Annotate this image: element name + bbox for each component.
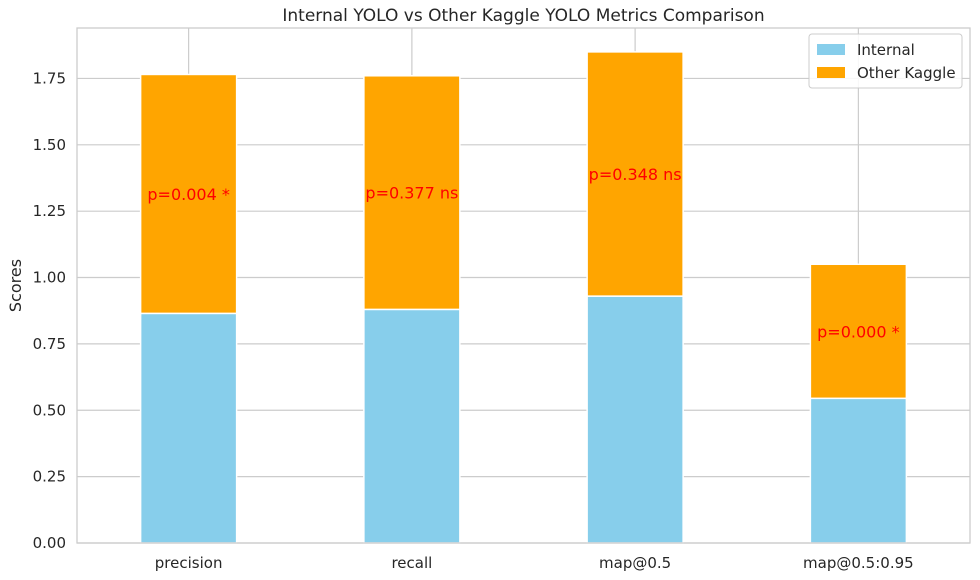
y-tick-label: 1.00 [33, 269, 66, 287]
p-value-annotation: p=0.004 * [147, 185, 229, 204]
p-value-annotation: p=0.000 * [817, 322, 899, 341]
legend-label: Other Kaggle [857, 64, 956, 82]
y-tick-label: 0.50 [33, 401, 66, 419]
bar-internal [363, 308, 461, 544]
legend: Internal Other Kaggle [808, 33, 963, 89]
p-value-annotation: p=0.377 ns [365, 184, 458, 203]
x-tick-label: precision [155, 554, 223, 572]
x-tick-label: recall [391, 554, 432, 572]
legend-swatch [817, 67, 845, 78]
legend-swatch [817, 44, 845, 55]
p-value-annotation: p=0.348 ns [589, 165, 682, 184]
y-axis-label: Scores [6, 259, 25, 312]
y-tick-label: 1.75 [33, 69, 66, 87]
bar-internal [809, 397, 908, 544]
x-tick-label: map@0.5:0.95 [803, 554, 914, 572]
y-tick-label: 1.25 [33, 202, 66, 220]
plot-frame [76, 27, 971, 544]
bar-other-kaggle [139, 73, 238, 315]
y-tick-label: 0.25 [33, 468, 66, 486]
x-tick-labels: precision recall map@0.5 map@0.5:0.95 [155, 554, 914, 572]
x-tick-label: map@0.5 [599, 554, 671, 572]
legend-box [808, 33, 963, 89]
bar-other-kaggle [809, 263, 908, 400]
legend-label: Internal [857, 41, 915, 59]
bar-internal [586, 295, 684, 544]
bar-other-kaggle [586, 51, 684, 297]
y-tick-label: 0.75 [33, 335, 66, 353]
annotations: p=0.004 * p=0.377 ns p=0.348 ns p=0.000 * [147, 165, 899, 341]
bar-other-kaggle [363, 75, 461, 311]
bar-internal [139, 312, 238, 544]
y-tick-labels: 0.00 0.25 0.50 0.75 1.00 1.25 1.50 1.75 [33, 69, 66, 552]
bars [139, 51, 908, 544]
y-tick-label: 1.50 [33, 136, 66, 154]
y-tick-label: 0.00 [33, 534, 66, 552]
chart-title: Internal YOLO vs Other Kaggle YOLO Metri… [282, 6, 764, 26]
